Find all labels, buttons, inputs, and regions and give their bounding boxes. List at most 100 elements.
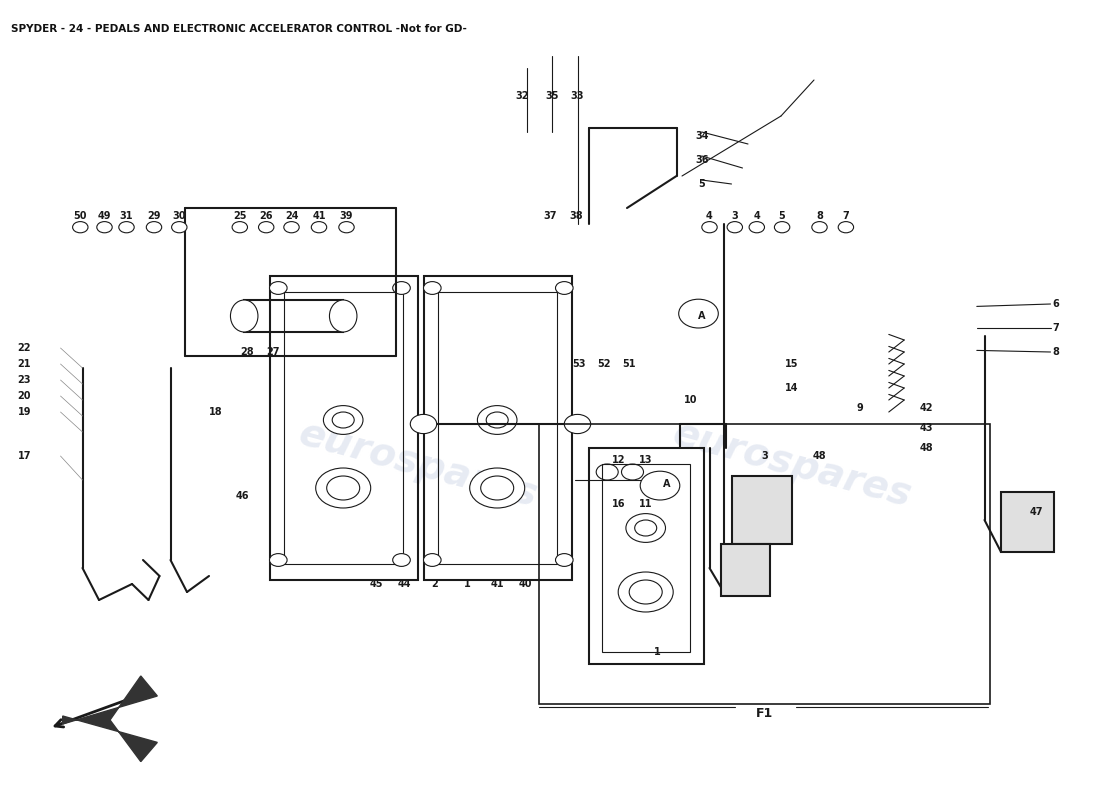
Text: 28: 28 [241,347,254,357]
Text: 6: 6 [1053,299,1059,309]
Ellipse shape [231,300,258,332]
Text: 45: 45 [370,579,383,589]
Bar [732,476,792,544]
Circle shape [618,572,673,612]
Text: 37: 37 [543,211,557,221]
Text: 43: 43 [920,423,933,433]
Circle shape [556,554,573,566]
Text: eurospares: eurospares [669,414,915,514]
Circle shape [270,554,287,566]
Circle shape [284,222,299,233]
Text: 40: 40 [519,579,532,589]
Bar [1001,492,1054,552]
Text: 5: 5 [779,211,785,221]
Ellipse shape [330,300,356,332]
Circle shape [556,282,573,294]
Text: 1: 1 [464,579,471,589]
Text: 41: 41 [312,211,326,221]
Text: 7: 7 [1053,323,1059,333]
Text: 4: 4 [754,211,760,221]
Circle shape [119,222,134,233]
Bar [270,276,418,580]
Circle shape [640,471,680,500]
Circle shape [629,580,662,604]
Text: 39: 39 [340,211,353,221]
Text: 14: 14 [785,383,799,393]
Circle shape [232,222,248,233]
Text: 13: 13 [639,455,652,465]
Bar [720,544,770,596]
Circle shape [477,406,517,434]
Text: 48: 48 [813,451,826,461]
Text: 4: 4 [706,211,713,221]
Text: 25: 25 [233,211,246,221]
Text: 26: 26 [260,211,273,221]
Bar [588,448,704,664]
Text: 19: 19 [18,407,31,417]
Circle shape [749,222,764,233]
Text: 30: 30 [173,211,186,221]
Text: 46: 46 [235,491,249,501]
Text: eurospares: eurospares [295,414,541,514]
Text: F1: F1 [756,707,773,720]
Text: 53: 53 [572,359,585,369]
Text: 7: 7 [843,211,849,221]
Text: 1: 1 [654,647,661,657]
Text: 51: 51 [623,359,636,369]
Circle shape [258,222,274,233]
Circle shape [774,222,790,233]
Circle shape [316,468,371,508]
Text: A: A [698,311,705,321]
Circle shape [332,412,354,428]
Circle shape [838,222,854,233]
Text: 24: 24 [285,211,298,221]
Circle shape [596,464,618,480]
Circle shape [727,222,742,233]
Text: 15: 15 [785,359,799,369]
Bar [244,300,343,332]
Text: 41: 41 [491,579,504,589]
Circle shape [486,412,508,428]
Circle shape [470,468,525,508]
Circle shape [311,222,327,233]
Text: 8: 8 [1053,347,1059,357]
Text: 20: 20 [18,391,31,401]
Text: 38: 38 [570,211,583,221]
Circle shape [327,476,360,500]
Circle shape [679,299,718,328]
Circle shape [564,414,591,434]
Circle shape [146,222,162,233]
Text: 35: 35 [546,91,559,101]
Circle shape [424,282,441,294]
Text: 50: 50 [74,211,87,221]
Text: 3: 3 [732,211,738,221]
Circle shape [393,554,410,566]
Circle shape [702,222,717,233]
Text: 34: 34 [695,131,708,141]
Text: 9: 9 [857,403,864,413]
Text: 22: 22 [18,343,31,353]
Text: 3: 3 [761,451,768,461]
Bar [539,424,990,704]
Circle shape [481,476,514,500]
Text: 2: 2 [431,579,438,589]
Circle shape [172,222,187,233]
Bar [424,276,572,580]
Text: 21: 21 [18,359,31,369]
Polygon shape [63,676,157,762]
Text: 27: 27 [266,347,279,357]
Text: A: A [663,479,670,489]
Text: 23: 23 [18,375,31,385]
Text: 5: 5 [698,179,705,189]
Bar [284,292,403,564]
Text: 8: 8 [816,211,823,221]
Text: 10: 10 [684,395,697,405]
Circle shape [626,514,666,542]
Circle shape [410,414,437,434]
Circle shape [635,520,657,536]
Text: 47: 47 [1030,507,1043,517]
Text: 32: 32 [516,91,529,101]
Text: 42: 42 [920,403,933,413]
Text: 16: 16 [612,499,625,509]
Circle shape [97,222,112,233]
